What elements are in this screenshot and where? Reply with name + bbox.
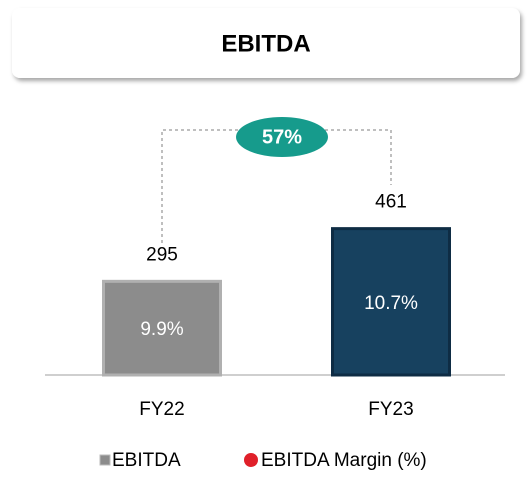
growth-badge <box>236 117 328 157</box>
growth-label: 57% <box>262 126 302 148</box>
legend-label: EBITDA <box>112 450 181 471</box>
chart-title: EBITDA <box>221 30 310 57</box>
value-label: 461 <box>375 192 407 213</box>
legend-swatch <box>244 453 258 467</box>
value-label: 295 <box>146 244 178 265</box>
bar <box>331 227 451 377</box>
margin-label: 9.9% <box>140 319 183 340</box>
margin-label: 10.7% <box>364 293 418 314</box>
title-box <box>12 8 520 78</box>
legend-label: EBITDA Margin (%) <box>261 450 427 471</box>
bar <box>102 279 222 377</box>
x-tick-label: FY22 <box>139 399 184 420</box>
legend-swatch <box>99 454 111 466</box>
growth-connector <box>161 129 392 243</box>
x-tick-label: FY23 <box>368 399 413 420</box>
